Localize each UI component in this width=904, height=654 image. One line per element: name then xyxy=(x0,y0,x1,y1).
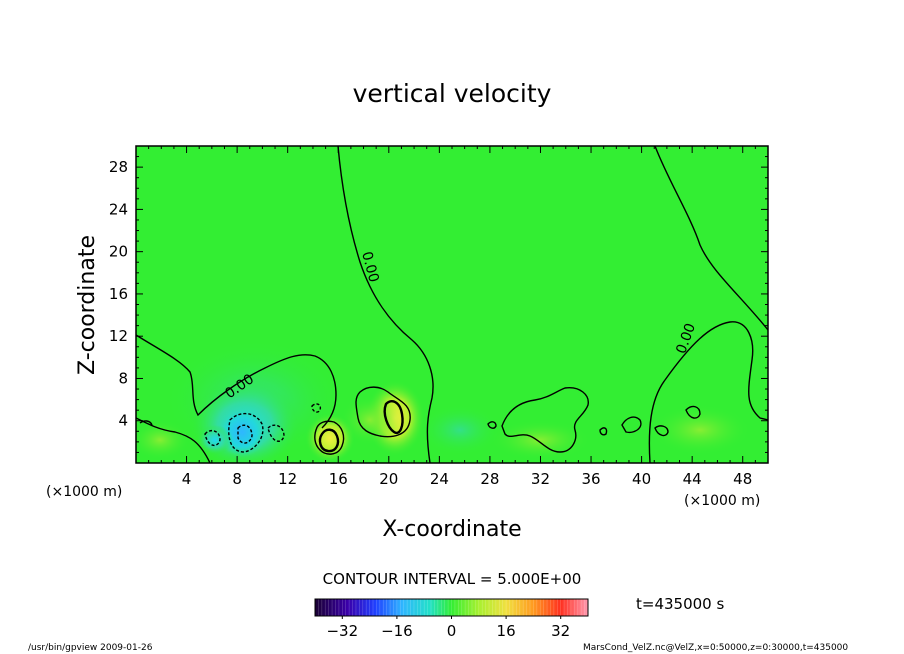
contour-line xyxy=(621,416,642,434)
colorbar-tick-label: −16 xyxy=(381,622,413,640)
zero-contour xyxy=(136,334,337,429)
footer-right: MarsCond_VelZ.nc@VelZ,x=0:50000,z=0:3000… xyxy=(583,643,848,653)
x-tick-label: 48 xyxy=(733,470,752,488)
contour-lines xyxy=(136,146,768,463)
downdraft-contour xyxy=(237,424,253,444)
colorbar-tick-label: −32 xyxy=(326,622,358,640)
x-tick-label: 36 xyxy=(581,470,600,488)
x-tick-label: 8 xyxy=(232,470,242,488)
colorbar-segments xyxy=(318,599,585,616)
downdraft-contour xyxy=(228,413,264,453)
downdraft-contour xyxy=(311,403,322,413)
contour-line xyxy=(487,421,497,429)
zero-contour xyxy=(648,321,768,463)
x-tick-label: 40 xyxy=(632,470,651,488)
updraft-contour xyxy=(318,428,340,453)
chart-title: vertical velocity xyxy=(353,79,552,108)
field-blob xyxy=(420,405,500,455)
updraft-contour xyxy=(383,400,404,435)
zero-contour xyxy=(136,417,211,463)
zero-contour xyxy=(337,146,434,463)
colorbar-fill xyxy=(315,599,588,616)
colorbar-tick-label: 32 xyxy=(551,622,570,640)
contour-line xyxy=(654,425,669,437)
y-tick-label: 16 xyxy=(109,285,128,303)
time-label: t=435000 s xyxy=(636,595,724,613)
y-tick-label: 20 xyxy=(109,243,128,261)
colorbar-tick-label: 16 xyxy=(497,622,516,640)
zero-contour xyxy=(501,387,589,453)
downdraft-contour xyxy=(204,429,221,447)
x-tick-label: 12 xyxy=(278,470,297,488)
contour-interval: CONTOUR INTERVAL = 5.000E+00 xyxy=(323,570,582,588)
contour-line xyxy=(355,386,411,438)
y-axis-label: Z-coordinate xyxy=(75,235,100,375)
y-tick-label: 8 xyxy=(118,369,128,387)
x-axis-label: X-coordinate xyxy=(382,517,521,542)
contour-line xyxy=(139,420,153,426)
y-tick-label: 28 xyxy=(109,158,128,176)
x-tick-label: 44 xyxy=(683,470,702,488)
x-unit-right: (×1000 m) xyxy=(684,493,760,509)
y-tick-label: 4 xyxy=(118,412,128,430)
x-tick-label: 24 xyxy=(430,470,449,488)
field-blob xyxy=(136,420,190,460)
x-tick-label: 32 xyxy=(531,470,550,488)
colorbar-tick-label: 0 xyxy=(447,622,457,640)
plot-area: 0.00 0.00 0.00 4 8 12 16 20 24 28 32 36 40 44 48481… xyxy=(109,145,769,488)
contour-line xyxy=(685,405,701,419)
contour-label: 0.00 xyxy=(358,250,382,284)
field-blob xyxy=(490,420,590,460)
downdraft-contour xyxy=(267,424,285,442)
x-tick-label: 28 xyxy=(480,470,499,488)
field-blob xyxy=(340,395,400,445)
y-tick-label: 24 xyxy=(109,200,128,218)
contour-line xyxy=(314,420,345,455)
y-tick-label: 12 xyxy=(109,327,128,345)
x-unit-left: (×1000 m) xyxy=(46,484,122,500)
x-tick-label: 16 xyxy=(329,470,348,488)
x-tick-label: 20 xyxy=(379,470,398,488)
zero-contour xyxy=(654,146,768,331)
contour-line xyxy=(599,427,608,436)
field-blob xyxy=(650,405,750,455)
colorbar: −32 −16 0 16 32 xyxy=(314,598,589,640)
colorbar-ticks: −32 −16 0 16 32 xyxy=(326,616,570,640)
x-tick-label: 4 xyxy=(182,470,192,488)
footer-left: /usr/bin/gpview 2009-01-26 xyxy=(28,643,153,653)
